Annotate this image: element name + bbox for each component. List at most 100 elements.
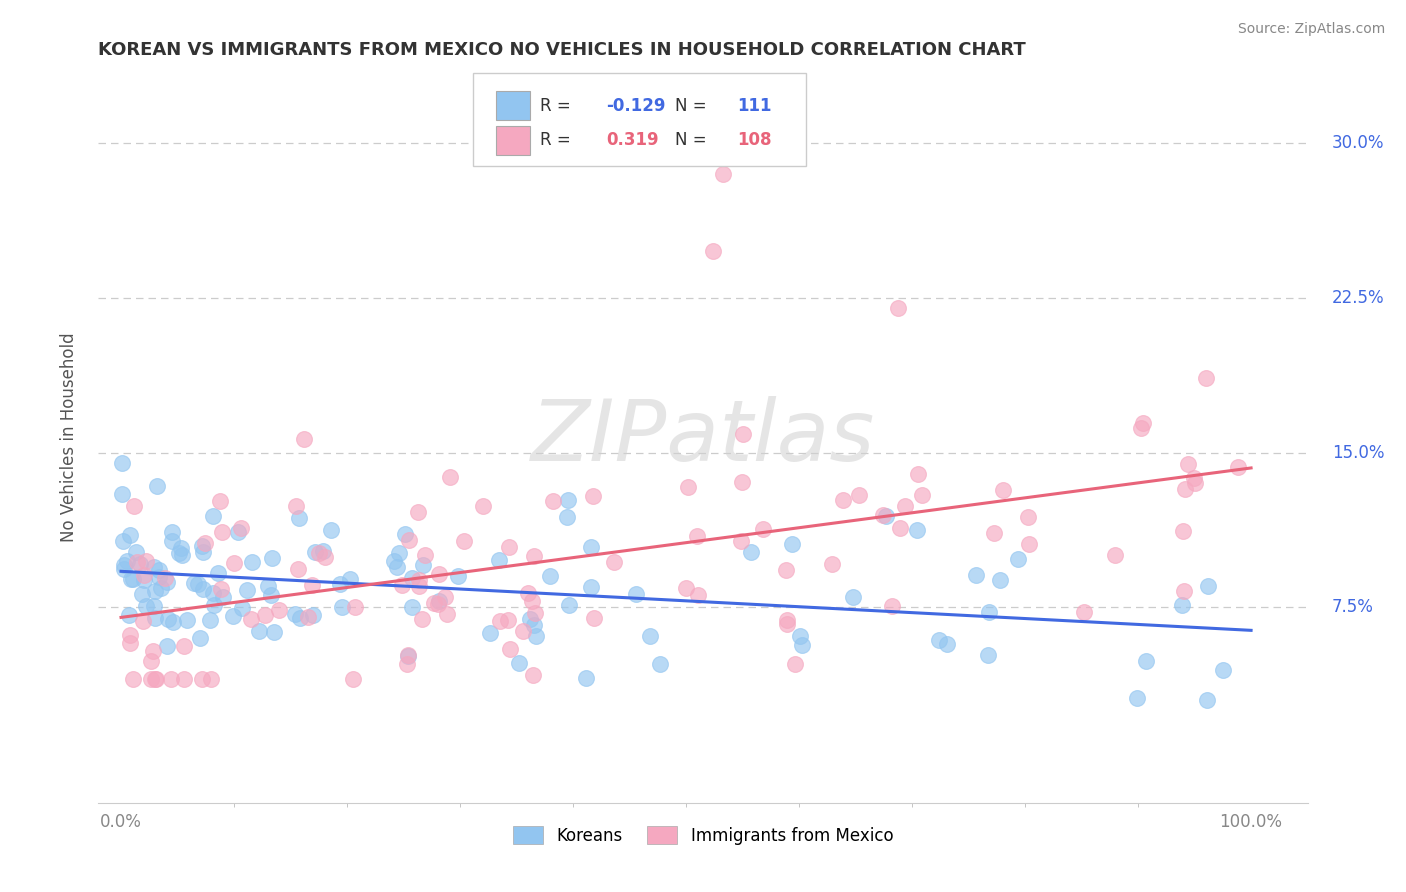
Point — [191, 672, 214, 686]
Point — [1135, 654, 1157, 668]
Point — [260, 550, 283, 565]
Point — [436, 607, 458, 621]
Point — [1195, 371, 1218, 385]
Point — [118, 628, 141, 642]
Point — [132, 614, 155, 628]
Point — [142, 644, 165, 658]
Point — [208, 493, 231, 508]
Point — [132, 573, 155, 587]
Point — [1073, 606, 1095, 620]
Point — [516, 585, 538, 599]
Point — [308, 546, 330, 560]
Point — [211, 590, 233, 604]
Point — [194, 536, 217, 550]
Point — [201, 509, 224, 524]
Point — [167, 546, 190, 560]
Point — [125, 555, 148, 569]
Point — [821, 558, 844, 572]
Point — [582, 490, 605, 504]
Point — [153, 571, 176, 585]
Point — [731, 475, 754, 489]
Point — [1174, 482, 1197, 496]
Point — [557, 493, 579, 508]
Point — [887, 301, 910, 316]
Point — [202, 586, 225, 600]
Point — [911, 488, 934, 502]
Point — [686, 588, 709, 602]
Point — [1212, 663, 1234, 677]
Point — [191, 544, 214, 558]
Point — [260, 588, 283, 602]
Point — [411, 611, 433, 625]
Point — [112, 558, 135, 572]
Point — [522, 549, 544, 563]
Point — [288, 511, 311, 525]
FancyBboxPatch shape — [474, 73, 806, 167]
Point — [740, 545, 762, 559]
Point — [160, 533, 183, 548]
Text: 7.5%: 7.5% — [1331, 598, 1374, 616]
Point — [156, 639, 179, 653]
Point — [111, 456, 134, 470]
Point — [247, 624, 270, 638]
Point — [135, 599, 157, 613]
Point — [935, 637, 957, 651]
Text: 111: 111 — [737, 96, 772, 114]
Point — [304, 545, 326, 559]
Point — [139, 654, 162, 668]
Point — [905, 524, 928, 538]
Point — [118, 636, 141, 650]
Point — [1104, 548, 1126, 562]
Text: KOREAN VS IMMIGRANTS FROM MEXICO NO VEHICLES IN HOUSEHOLD CORRELATION CHART: KOREAN VS IMMIGRANTS FROM MEXICO NO VEHI… — [98, 41, 1026, 59]
Point — [626, 587, 648, 601]
Point — [575, 671, 598, 685]
Point — [115, 554, 138, 568]
Point — [396, 657, 419, 671]
Point — [557, 509, 579, 524]
Point — [319, 523, 342, 537]
Point — [439, 469, 461, 483]
Point — [132, 567, 155, 582]
Point — [488, 615, 510, 629]
Point — [146, 479, 169, 493]
Point — [240, 612, 263, 626]
Point — [880, 599, 903, 614]
Point — [112, 562, 135, 576]
Point — [145, 672, 167, 686]
Point — [780, 537, 803, 551]
Point — [832, 493, 855, 508]
Text: N =: N = — [675, 131, 711, 149]
Text: 30.0%: 30.0% — [1331, 135, 1385, 153]
Point — [311, 544, 333, 558]
Point — [541, 494, 564, 508]
Point — [150, 581, 173, 595]
Text: 22.5%: 22.5% — [1331, 289, 1385, 307]
Point — [889, 521, 911, 535]
Point — [423, 596, 446, 610]
Point — [558, 598, 581, 612]
Point — [872, 508, 894, 522]
Point — [391, 578, 413, 592]
Point — [207, 566, 229, 580]
Point — [131, 587, 153, 601]
Point — [385, 560, 408, 574]
Text: N =: N = — [675, 96, 711, 114]
Point — [398, 649, 420, 664]
Point — [156, 575, 179, 590]
Point — [287, 562, 309, 576]
Point — [122, 672, 145, 686]
Point — [790, 638, 813, 652]
Point — [1017, 510, 1039, 524]
Point — [1173, 584, 1195, 599]
Point — [388, 546, 411, 560]
FancyBboxPatch shape — [496, 126, 530, 155]
Point — [191, 539, 214, 553]
Point — [292, 432, 315, 446]
Point — [1126, 690, 1149, 705]
Point — [433, 590, 456, 604]
Point — [229, 521, 252, 535]
Point — [875, 509, 897, 524]
Point — [676, 479, 699, 493]
Point — [675, 581, 697, 595]
Point — [508, 656, 530, 670]
